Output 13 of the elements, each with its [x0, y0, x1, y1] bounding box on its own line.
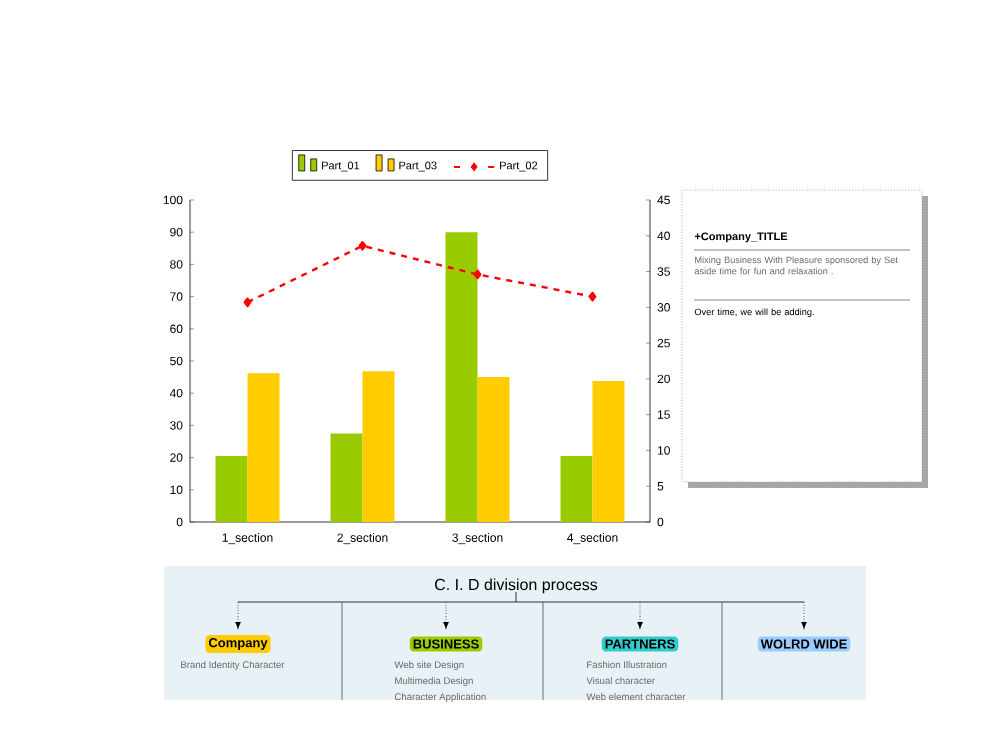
text: C. I. D division process [435, 578, 598, 594]
bar [560, 455, 593, 522]
bar [247, 373, 280, 522]
bar [592, 380, 625, 522]
bar [477, 377, 510, 522]
point [243, 297, 252, 308]
bar [330, 433, 363, 522]
bar [445, 232, 478, 522]
bar [362, 371, 395, 522]
bar [215, 455, 248, 522]
point [588, 291, 597, 302]
point [358, 240, 367, 251]
point [473, 269, 482, 280]
